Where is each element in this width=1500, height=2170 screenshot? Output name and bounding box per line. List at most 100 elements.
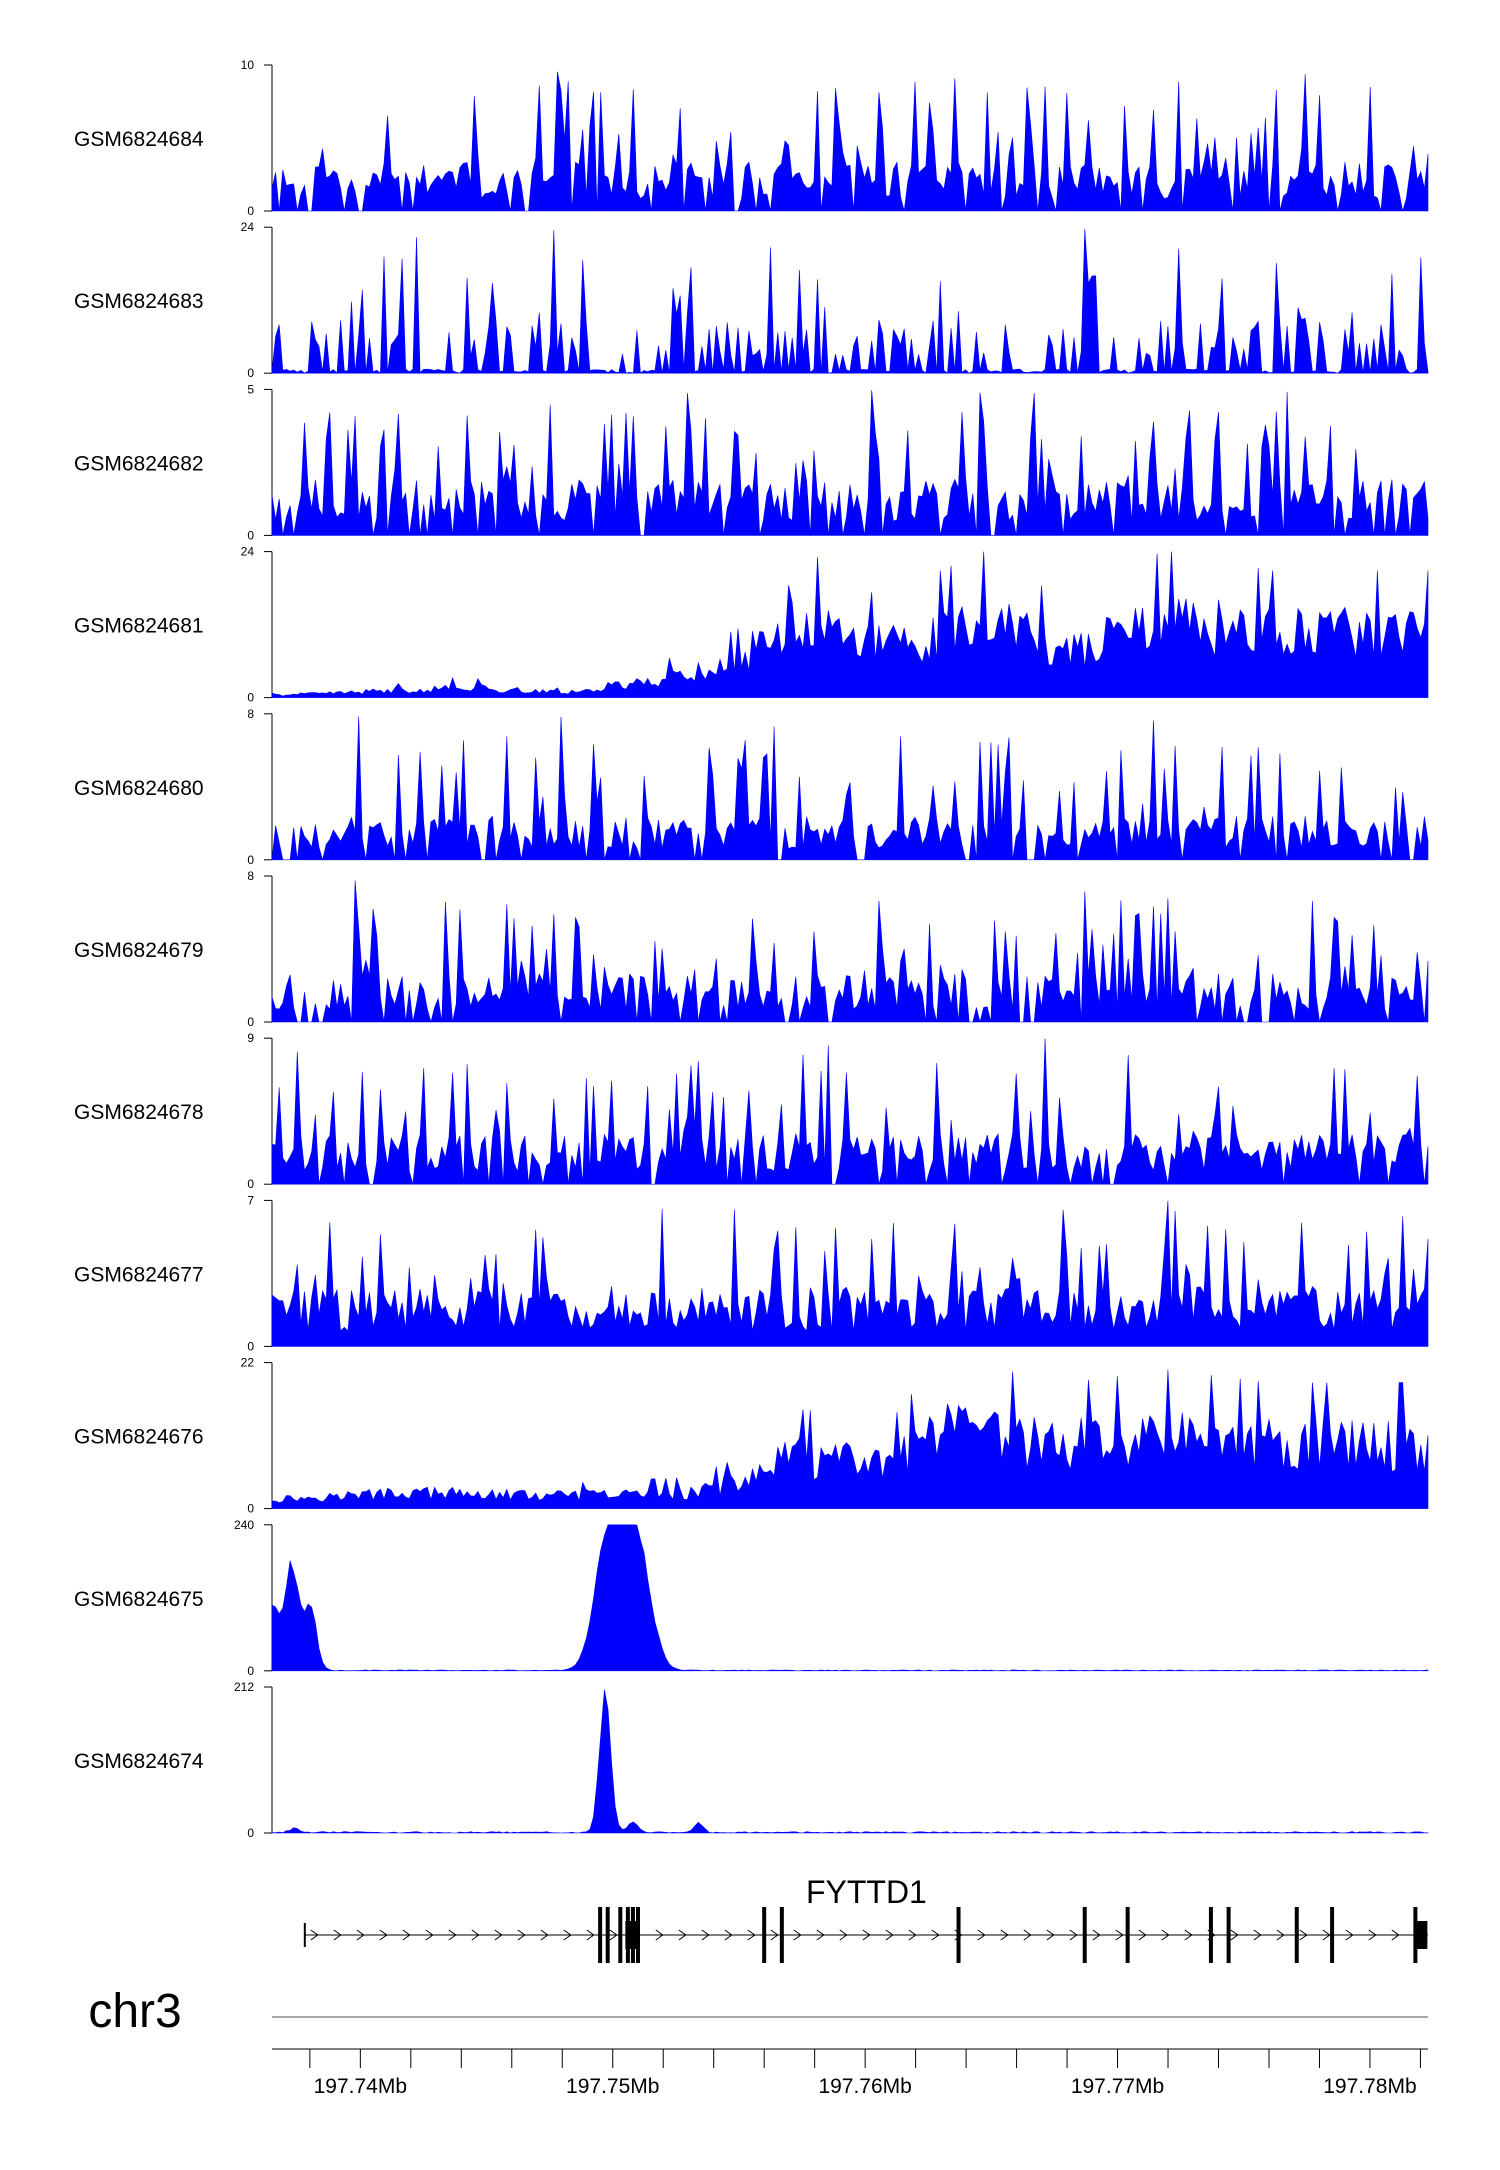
strand-arrow xyxy=(1368,1929,1377,1941)
coverage-area xyxy=(271,716,1429,861)
strand-arrow xyxy=(379,1929,388,1941)
strand-arrow xyxy=(1253,1929,1262,1941)
coverage-area xyxy=(271,551,1429,698)
track-GSM6824677: GSM6824677 7 0 xyxy=(74,1193,1429,1353)
x-axis-tick-label: 197.77Mb xyxy=(1071,2075,1164,2098)
gene-exon xyxy=(605,1907,610,1963)
y-axis-max-label: 24 xyxy=(241,220,255,234)
strand-arrow xyxy=(701,1929,710,1941)
y-axis-min-label: 0 xyxy=(247,1015,254,1029)
data-tracks: GSM6824684100GSM6824683240GSM682468250GS… xyxy=(74,58,1429,1840)
strand-arrow xyxy=(448,1929,457,1941)
strand-arrow xyxy=(517,1929,526,1941)
track-label: GSM6824676 xyxy=(74,1426,204,1449)
strand-arrow xyxy=(1046,1929,1055,1941)
strand-arrow xyxy=(609,1929,618,1941)
y-axis-max-label: 9 xyxy=(247,1031,254,1045)
y-axis-max-label: 10 xyxy=(241,58,255,72)
gene-exon xyxy=(1226,1907,1231,1963)
y-axis-max-label: 7 xyxy=(247,1193,254,1207)
y-axis-min-label: 0 xyxy=(247,691,254,705)
gene-exon xyxy=(635,1907,640,1963)
strand-arrow xyxy=(793,1929,802,1941)
gene-exon xyxy=(1208,1907,1213,1963)
gene-exon xyxy=(598,1907,603,1963)
strand-arrow xyxy=(908,1929,917,1941)
strand-arrow xyxy=(1276,1929,1285,1941)
gene-track: FYTTD1 xyxy=(303,1874,1428,1963)
y-axis-min-label: 0 xyxy=(247,1502,254,1516)
strand-arrow xyxy=(1230,1929,1239,1941)
track-GSM6824683: GSM6824683 24 0 xyxy=(74,220,1429,380)
y-axis-max-label: 5 xyxy=(247,382,254,396)
strand-arrow xyxy=(885,1929,894,1941)
coverage-area xyxy=(271,390,1429,536)
strand-arrow xyxy=(747,1929,756,1941)
gene-exon xyxy=(762,1907,767,1963)
strand-arrow xyxy=(310,1929,319,1941)
track-label: GSM6824675 xyxy=(74,1588,204,1611)
gene-exon xyxy=(1082,1907,1087,1963)
track-GSM6824684: GSM6824684 10 0 xyxy=(74,58,1429,218)
chromosome-label: chr3 xyxy=(88,1985,181,2038)
strand-arrow xyxy=(862,1929,871,1941)
coverage-area xyxy=(271,228,1429,374)
track-label: GSM6824674 xyxy=(74,1750,204,1773)
y-axis-min-label: 0 xyxy=(247,366,254,380)
y-axis-max-label: 8 xyxy=(247,869,254,883)
track-GSM6824681: GSM6824681 24 0 xyxy=(74,545,1429,705)
track-label: GSM6824682 xyxy=(74,452,204,475)
strand-arrow xyxy=(471,1929,480,1941)
gene-exon xyxy=(779,1907,784,1963)
strand-arrow xyxy=(678,1929,687,1941)
track-label: GSM6824683 xyxy=(74,290,204,313)
track-GSM6824678: GSM6824678 9 0 xyxy=(74,1031,1429,1191)
track-GSM6824679: GSM6824679 8 0 xyxy=(74,869,1429,1029)
strand-arrow xyxy=(356,1929,365,1941)
strand-arrow xyxy=(1184,1929,1193,1941)
y-axis-max-label: 240 xyxy=(234,1518,254,1532)
coverage-area xyxy=(271,1689,1429,1834)
strand-arrow xyxy=(402,1929,411,1941)
strand-arrow xyxy=(540,1929,549,1941)
track-label: GSM6824679 xyxy=(74,939,204,962)
y-axis-min-label: 0 xyxy=(247,1826,254,1840)
track-label: GSM6824680 xyxy=(74,777,204,800)
gene-exon xyxy=(1294,1907,1299,1963)
track-label: GSM6824678 xyxy=(74,1101,204,1124)
strand-arrow xyxy=(1092,1929,1101,1941)
strand-arrow xyxy=(1069,1929,1078,1941)
strand-arrow xyxy=(425,1929,434,1941)
track-label: GSM6824677 xyxy=(74,1263,204,1286)
strand-arrow xyxy=(1299,1929,1308,1941)
track-GSM6824682: GSM6824682 5 0 xyxy=(74,382,1429,542)
x-axis-tick-label: 197.74Mb xyxy=(314,2075,407,2098)
strand-arrow xyxy=(977,1929,986,1941)
track-GSM6824676: GSM6824676 22 0 xyxy=(74,1356,1429,1516)
x-axis-tick-label: 197.75Mb xyxy=(566,2075,659,2098)
strand-arrow xyxy=(655,1929,664,1941)
strand-arrow xyxy=(816,1929,825,1941)
strand-arrow xyxy=(724,1929,733,1941)
track-GSM6824680: GSM6824680 8 0 xyxy=(74,707,1429,867)
strand-arrow xyxy=(563,1929,572,1941)
gene-name-label: FYTTD1 xyxy=(806,1874,927,1910)
coverage-area xyxy=(271,1524,1429,1672)
gene-exon xyxy=(956,1907,961,1963)
y-axis-max-label: 212 xyxy=(234,1680,254,1694)
strand-arrow xyxy=(1000,1929,1009,1941)
coverage-area xyxy=(271,1200,1429,1347)
track-label: GSM6824684 xyxy=(74,128,204,151)
strand-arrow xyxy=(931,1929,940,1941)
strand-arrow xyxy=(770,1929,779,1941)
x-axis-tick-label: 197.76Mb xyxy=(818,2075,911,2098)
gene-exon xyxy=(1415,1921,1428,1949)
track-label: GSM6824681 xyxy=(74,615,204,638)
strand-arrow xyxy=(1023,1929,1032,1941)
track-GSM6824674: GSM6824674 212 0 xyxy=(74,1680,1429,1840)
y-axis-min-label: 0 xyxy=(247,1339,254,1353)
strand-arrow xyxy=(1161,1929,1170,1941)
y-axis-min-label: 0 xyxy=(247,528,254,542)
gene-exon xyxy=(618,1907,623,1963)
